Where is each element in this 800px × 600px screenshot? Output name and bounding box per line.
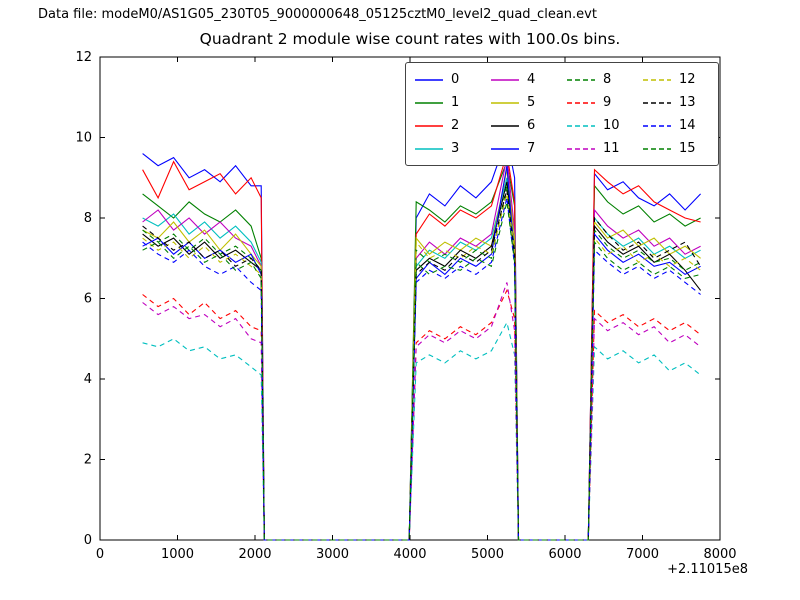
legend-line-sample — [491, 124, 519, 127]
legend-line-sample — [643, 124, 671, 127]
y-tick-label: 10 — [75, 131, 92, 146]
chart-title: Quadrant 2 module wise count rates with … — [199, 30, 621, 48]
legend-line-sample — [415, 147, 443, 150]
legend-entry-6: 6 — [490, 114, 558, 137]
legend: 0 1 2 3 4 5 6 7 8 9 10 11 12 13 14 15 — [405, 62, 719, 166]
legend-line-sample — [415, 78, 443, 81]
legend-label: 0 — [451, 72, 460, 87]
legend-line-sample — [567, 78, 595, 81]
series-line-9 — [142, 288, 701, 541]
legend-entry-8: 8 — [566, 68, 634, 91]
legend-line-sample — [415, 101, 443, 104]
y-tick-label: 0 — [84, 533, 92, 548]
legend-label: 11 — [603, 141, 620, 156]
legend-entry-1: 1 — [414, 91, 482, 114]
legend-line-sample — [491, 101, 519, 104]
legend-line-sample — [415, 124, 443, 127]
legend-label: 2 — [451, 118, 460, 133]
series-line-13 — [142, 189, 702, 541]
legend-entry-9: 9 — [566, 91, 634, 114]
legend-line-sample — [643, 147, 671, 150]
legend-entry-11: 11 — [566, 137, 634, 160]
legend-label: 5 — [527, 95, 536, 110]
legend-line-sample — [567, 124, 595, 127]
legend-entry-12: 12 — [642, 68, 710, 91]
legend-line-sample — [643, 78, 671, 81]
x-tick-label: 7000 — [626, 547, 659, 562]
y-tick-label: 6 — [84, 292, 92, 307]
y-tick-label: 8 — [84, 211, 92, 226]
y-tick-label: 2 — [84, 453, 92, 468]
legend-entry-13: 13 — [642, 91, 710, 114]
series-line-8 — [142, 185, 701, 541]
legend-label: 1 — [451, 95, 460, 110]
series-line-15 — [142, 201, 701, 541]
legend-entry-0: 0 — [414, 68, 482, 91]
legend-entry-15: 15 — [642, 137, 710, 160]
legend-line-sample — [643, 101, 671, 104]
legend-label: 15 — [679, 141, 696, 156]
legend-label: 9 — [603, 95, 612, 110]
legend-label: 8 — [603, 72, 612, 87]
x-tick-label: 0 — [96, 547, 104, 562]
x-tick-label: 2000 — [238, 547, 271, 562]
series-line-14 — [142, 197, 701, 541]
y-tick-label: 4 — [84, 372, 92, 387]
legend-entry-7: 7 — [490, 137, 558, 160]
series-line-1 — [142, 159, 701, 541]
legend-label: 12 — [679, 72, 696, 87]
x-tick-label: 4000 — [393, 547, 426, 562]
legend-label: 6 — [527, 118, 536, 133]
legend-entry-14: 14 — [642, 114, 710, 137]
legend-entry-2: 2 — [414, 114, 482, 137]
legend-line-sample — [567, 101, 595, 104]
x-tick-label: 6000 — [548, 547, 581, 562]
x-tick-label: 1000 — [161, 547, 194, 562]
legend-label: 13 — [679, 95, 696, 110]
legend-entry-4: 4 — [490, 68, 558, 91]
series-line-2 — [142, 153, 701, 541]
series-line-10 — [142, 321, 701, 541]
x-tick-label: 5000 — [471, 547, 504, 562]
legend-label: 10 — [603, 118, 620, 133]
x-tick-label: 3000 — [316, 547, 349, 562]
legend-line-sample — [567, 147, 595, 150]
legend-entry-3: 3 — [414, 137, 482, 160]
legend-label: 7 — [527, 141, 536, 156]
legend-entry-5: 5 — [490, 91, 558, 114]
y-tick-label: 12 — [75, 50, 92, 65]
series-line-3 — [142, 177, 701, 541]
legend-entry-10: 10 — [566, 114, 634, 137]
x-tick-label: 8000 — [703, 547, 736, 562]
legend-line-sample — [491, 147, 519, 150]
legend-label: 4 — [527, 72, 536, 87]
x-axis-offset-label: +2.11015e8 — [667, 562, 748, 577]
legend-line-sample — [491, 78, 519, 81]
data-file-label: Data file: modeM0/AS1G05_230T05_90000006… — [38, 7, 597, 22]
series-line-0 — [142, 135, 701, 541]
legend-label: 14 — [679, 118, 696, 133]
series-line-11 — [142, 282, 701, 541]
legend-label: 3 — [451, 141, 460, 156]
